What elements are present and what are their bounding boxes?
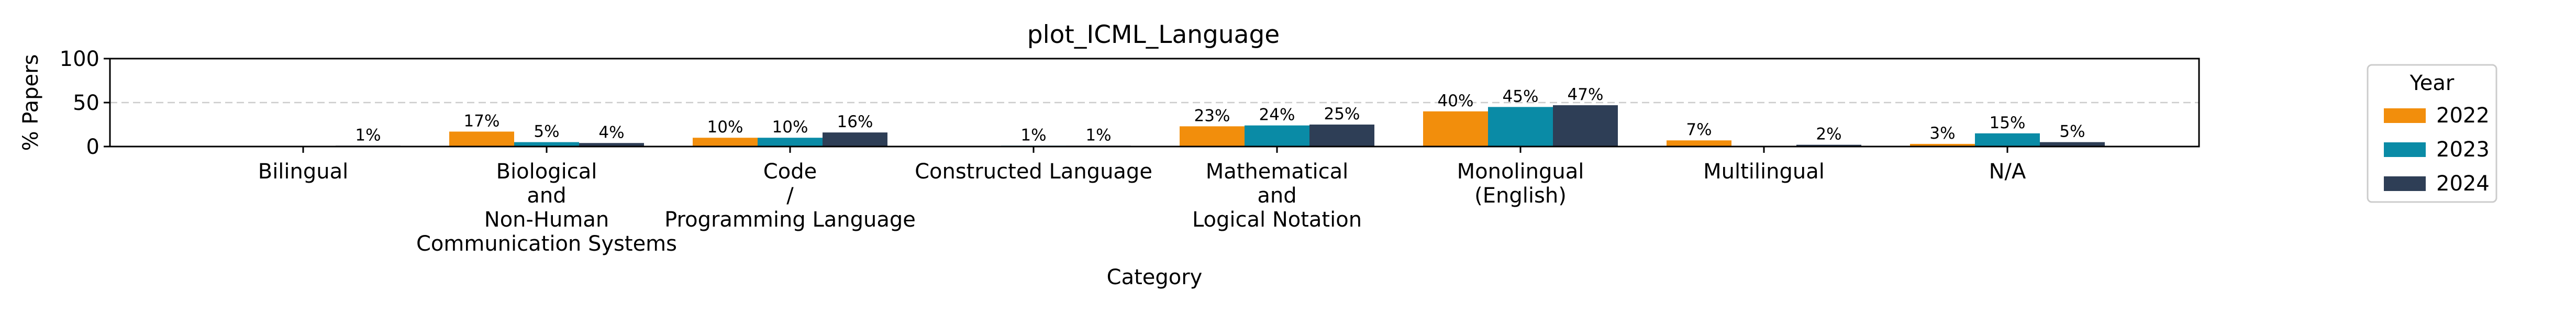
chart-title: plot_ICML_Language (1027, 20, 1280, 49)
legend: Year 2022 2023 2024 (2367, 64, 2497, 203)
x-tick-label: Code (763, 160, 817, 184)
x-tick-label: and (527, 184, 566, 208)
data-label: 15% (1990, 114, 2026, 132)
bar-2023-5 (1488, 107, 1553, 147)
data-label: 7% (1686, 120, 1712, 139)
bar-2023-2 (758, 138, 823, 147)
x-tick-label: Non-Human (484, 208, 609, 232)
data-label: 23% (1194, 106, 1230, 125)
x-tick-label: Bilingual (258, 160, 349, 184)
x-tick-label: Multilingual (1703, 160, 1825, 184)
y-axis-title: % Papers (19, 54, 43, 151)
data-label: 24% (1259, 106, 1295, 125)
x-tick-label: N/A (1989, 160, 2026, 184)
data-label: 3% (1929, 124, 1955, 143)
bar-2022-2 (693, 138, 758, 147)
y-tick-label: 0 (86, 135, 99, 159)
bar-2024-5 (1553, 105, 1618, 147)
x-tick-label: Mathematical (1206, 160, 1349, 184)
data-label: 17% (464, 111, 500, 130)
legend-label-2024: 2024 (2436, 172, 2490, 196)
bar-2022-5 (1423, 111, 1488, 147)
data-label: 45% (1503, 87, 1539, 106)
legend-items: 2022 2023 2024 (2384, 104, 2490, 196)
x-axis-title: Category (1107, 265, 1203, 289)
data-label: 40% (1438, 92, 1474, 110)
x-tick-label: Programming Language (664, 208, 916, 232)
bar-2023-7 (1975, 133, 2040, 147)
data-label: 5% (2059, 122, 2085, 141)
x-tick-label: (English) (1474, 184, 1567, 208)
data-label: 16% (837, 113, 873, 131)
legend-swatch-2023 (2384, 142, 2426, 157)
x-axis: Bilingual BiologicalandNon-HumanCommunica… (258, 147, 2026, 256)
legend-frame (2367, 64, 2497, 203)
bar-2024-2 (823, 132, 887, 147)
x-tick-label: and (1257, 184, 1296, 208)
bar-2024-4 (1309, 125, 1374, 147)
legend-title: Year (2410, 71, 2455, 95)
bar-2022-1 (449, 131, 514, 147)
x-tick-label: Constructed Language (915, 160, 1152, 184)
data-label: 1% (1085, 126, 1111, 144)
bar-2022-4 (1180, 126, 1245, 147)
data-label: 10% (772, 118, 808, 137)
y-tick-label: 100 (60, 47, 99, 71)
x-tick-label: Communication Systems (416, 232, 677, 256)
data-labels: 1% 17% 5% 4% 10% 10% 16% 1% 1% 23% 24% 25% 40% 45% 47%… (355, 85, 2085, 144)
bar-2022-6 (1667, 140, 1731, 147)
y-tick-label: 50 (73, 91, 99, 115)
bar-2024-6 (1796, 144, 1861, 147)
legend-label-2022: 2022 (2436, 104, 2490, 128)
x-tick-label: Monolingual (1457, 160, 1584, 184)
data-label: 1% (1020, 126, 1046, 144)
bar-2022-7 (1910, 143, 1975, 147)
data-label: 25% (1324, 105, 1360, 124)
legend-swatch-2024 (2384, 176, 2426, 191)
x-tick-label: Logical Notation (1192, 208, 1362, 232)
x-tick-label: / (786, 184, 794, 208)
data-label: 4% (598, 123, 624, 142)
x-tick-label: Biological (496, 160, 597, 184)
data-label: 10% (707, 118, 743, 137)
data-label: 2% (1816, 125, 1841, 144)
data-label: 1% (355, 126, 381, 144)
y-axis: 0 50 100 (60, 47, 110, 159)
legend-swatch-2022 (2384, 108, 2426, 123)
bar-2024-7 (2040, 142, 2105, 147)
data-label: 47% (1568, 85, 1604, 104)
bar-2024-1 (579, 143, 644, 147)
bar-2023-4 (1245, 125, 1309, 147)
bar-2023-1 (514, 142, 579, 147)
legend-label-2023: 2023 (2436, 138, 2490, 162)
data-label: 5% (534, 122, 559, 141)
